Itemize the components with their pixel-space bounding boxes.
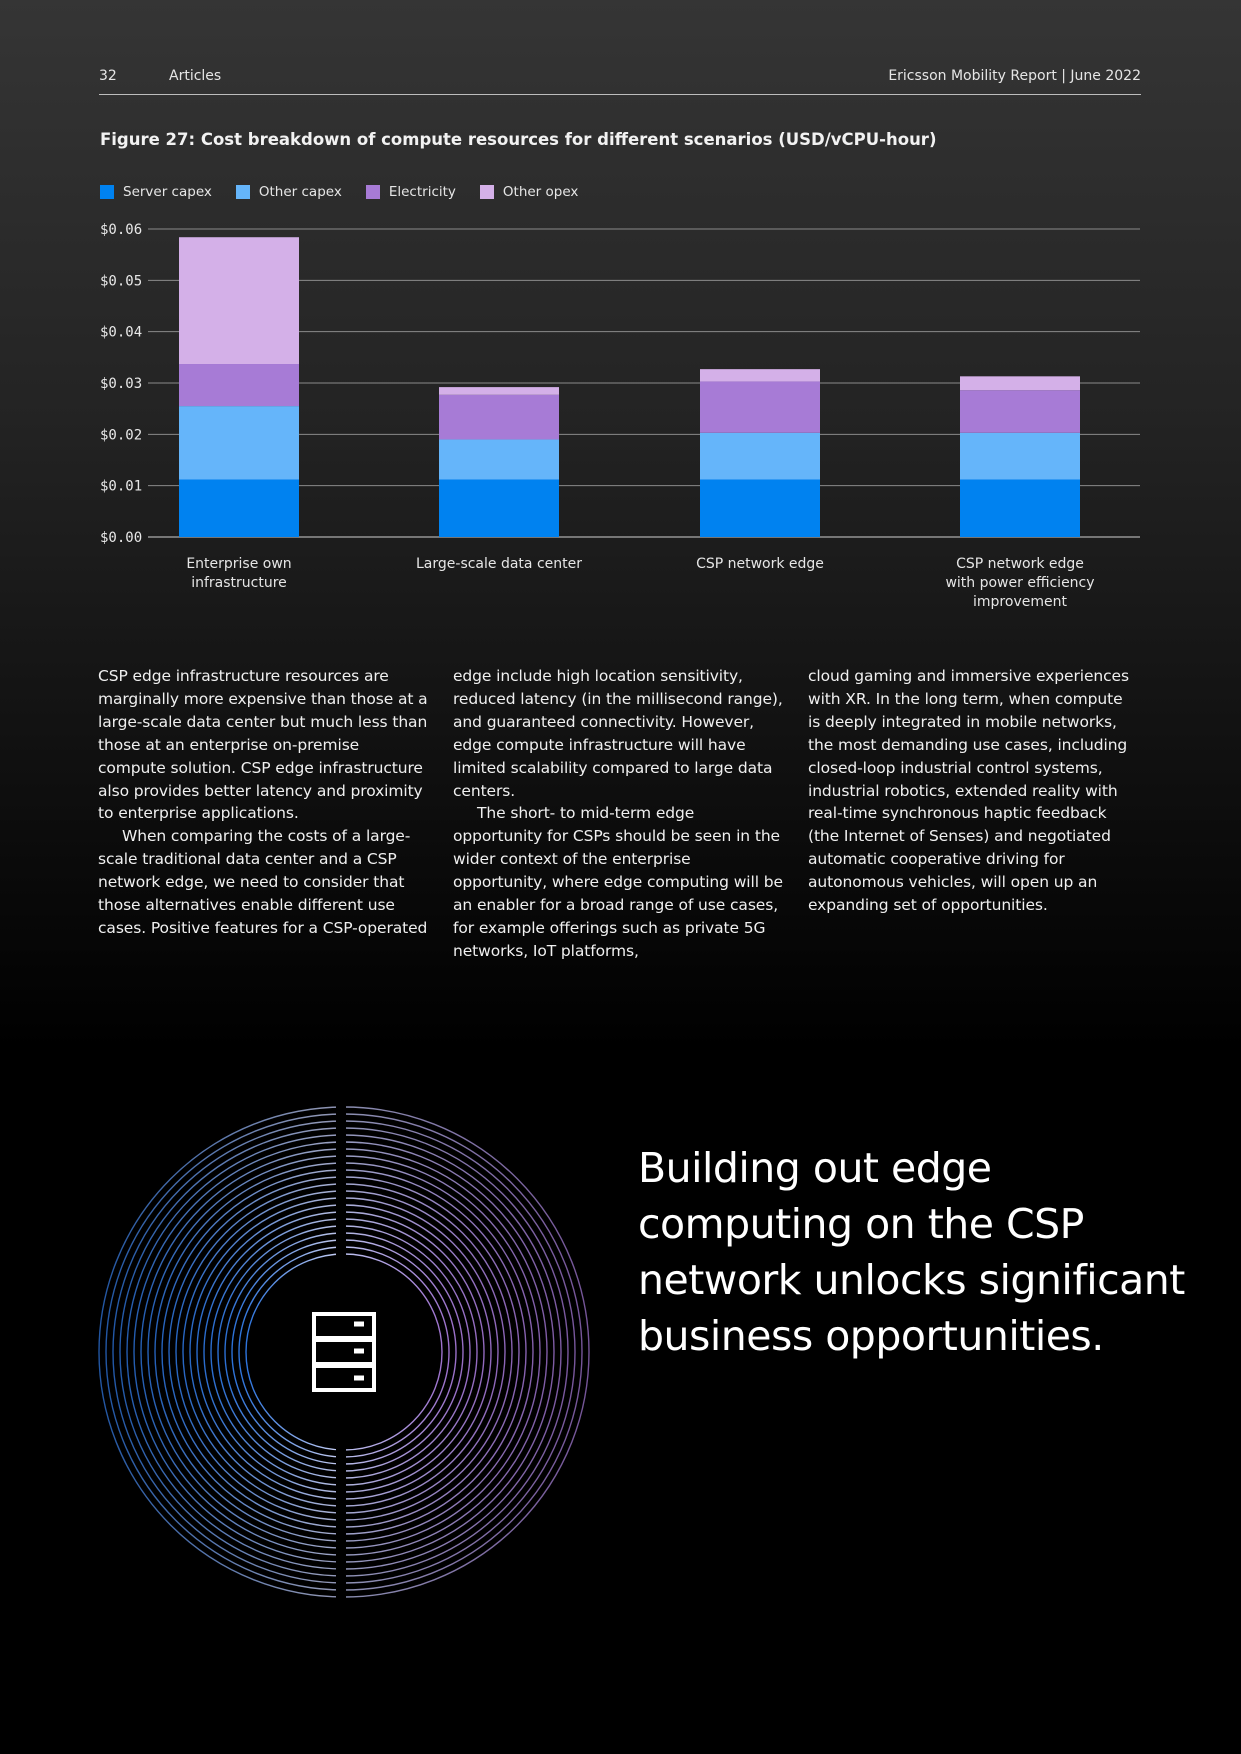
paragraph: The short- to mid-term edge opportunity … bbox=[453, 804, 783, 960]
legend-item-server-capex: Server capex bbox=[100, 184, 212, 200]
legend-item-other-capex: Other capex bbox=[235, 184, 342, 200]
bar-segment bbox=[960, 376, 1080, 391]
paragraph: cloud gaming and immersive experiences w… bbox=[808, 667, 1129, 915]
horizontal-lines-left bbox=[0, 1435, 230, 1589]
page-header: 32 Articles Ericsson Mobility Report | J… bbox=[99, 64, 1141, 95]
section-label: Articles bbox=[169, 68, 222, 84]
horizontal-lines-right bbox=[470, 1435, 1241, 1589]
bar-segment bbox=[960, 479, 1080, 537]
report-title: Ericsson Mobility Report | June 2022 bbox=[888, 68, 1141, 84]
bar-segment bbox=[439, 387, 559, 395]
figure-title: Figure 27: Cost breakdown of compute res… bbox=[100, 130, 937, 149]
y-tick-label: $0.01 bbox=[100, 479, 142, 495]
bar-segment bbox=[179, 406, 299, 480]
text-column-2: edge include high location sensitivity, … bbox=[453, 665, 783, 963]
decorative-rings-graphic bbox=[0, 1090, 1241, 1630]
body-text: CSP edge infrastructure resources are ma… bbox=[98, 665, 1138, 963]
paragraph: CSP edge infrastructure resources are ma… bbox=[98, 667, 428, 823]
bar-segment bbox=[700, 381, 820, 433]
stacked-bar-chart: $0.00 $0.01 $0.02 $0.03 $0.04 $0.05 $0.06 Enter… bbox=[100, 222, 1140, 610]
y-tick-label: $0.00 bbox=[100, 530, 142, 546]
bar-segment bbox=[179, 237, 299, 365]
legend-swatch-other-capex bbox=[235, 185, 250, 199]
y-tick-label: $0.02 bbox=[100, 427, 142, 443]
pull-quote-line: Building out edge bbox=[638, 1144, 992, 1192]
x-tick-label: CSP network edge bbox=[696, 556, 824, 572]
pull-quote-line: computing on the CSP bbox=[638, 1200, 1084, 1248]
x-tick-label: infrastructure bbox=[191, 575, 287, 591]
x-tick-label: Enterprise own bbox=[186, 556, 291, 572]
x-tick-label: with power efficiency bbox=[945, 575, 1094, 591]
text-column-1: CSP edge infrastructure resources are ma… bbox=[98, 665, 428, 963]
bar-segment bbox=[960, 390, 1080, 433]
bar-segment bbox=[439, 394, 559, 440]
legend-item-other-opex: Other opex bbox=[479, 184, 579, 200]
center-disc bbox=[264, 1272, 424, 1432]
bar-segment bbox=[700, 432, 820, 480]
y-tick-label: $0.04 bbox=[100, 325, 142, 341]
legend-swatch-other-opex bbox=[479, 185, 494, 199]
paragraph: When comparing the costs of a large-scal… bbox=[98, 827, 428, 937]
legend-label-electricity: Electricity bbox=[388, 184, 456, 200]
legend-label-other-opex: Other opex bbox=[502, 184, 579, 200]
legend-swatch-server-capex bbox=[100, 185, 114, 199]
y-tick-label: $0.06 bbox=[100, 222, 142, 238]
page-number: 32 bbox=[99, 68, 117, 84]
bar-segment bbox=[960, 432, 1080, 480]
bar-segment bbox=[179, 364, 299, 407]
pull-quote-line: network unlocks significant bbox=[638, 1256, 1185, 1304]
bar-segment bbox=[439, 479, 559, 537]
y-tick-label: $0.03 bbox=[100, 376, 142, 392]
y-tick-label: $0.05 bbox=[100, 273, 142, 289]
bar-segment bbox=[179, 479, 299, 537]
legend-label-server-capex: Server capex bbox=[123, 184, 212, 200]
server-icon bbox=[312, 1312, 376, 1392]
legend-label-other-capex: Other capex bbox=[258, 184, 342, 200]
text-column-3: cloud gaming and immersive experiences w… bbox=[808, 665, 1138, 963]
legend-item-electricity: Electricity bbox=[365, 184, 456, 200]
x-tick-label: improvement bbox=[973, 594, 1067, 610]
bar-segment bbox=[700, 479, 820, 537]
x-tick-label: Large-scale data center bbox=[416, 556, 582, 572]
x-tick-label: CSP network edge bbox=[956, 556, 1084, 572]
legend-swatch-electricity bbox=[365, 185, 380, 199]
bar-segment bbox=[439, 439, 559, 480]
paragraph: edge include high location sensitivity, … bbox=[453, 667, 783, 800]
chart-legend: Server capex Other capex Electricity Oth… bbox=[100, 184, 602, 200]
pull-quote-line: business opportunities. bbox=[638, 1312, 1104, 1360]
bar-segment bbox=[700, 369, 820, 382]
pull-quote: Building out edge computing on the CSP n… bbox=[638, 1140, 1185, 1364]
